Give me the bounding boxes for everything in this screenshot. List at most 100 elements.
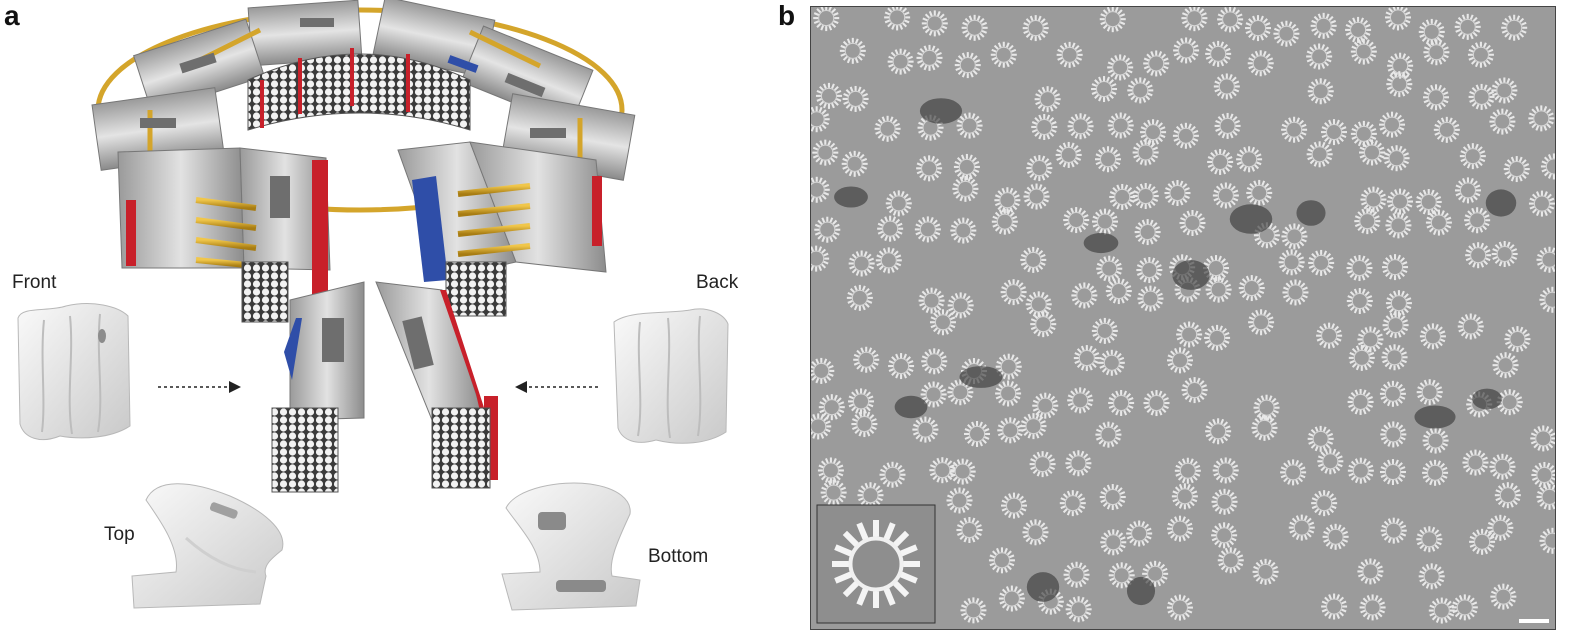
ring-particle [839, 37, 866, 64]
ring-particle [1179, 210, 1206, 237]
ring-particle [918, 287, 945, 314]
ring-particle [1288, 514, 1315, 541]
ring-particle [1095, 421, 1122, 448]
ring-particle [1000, 279, 1027, 306]
ring-particle [1379, 459, 1406, 486]
ring-particle [1252, 558, 1279, 585]
ring-particle [1504, 326, 1531, 353]
ring-particle [1489, 108, 1516, 135]
ring-particle [1278, 249, 1305, 276]
ring-particle [1032, 392, 1059, 419]
ring-particle [1359, 594, 1386, 621]
ring-particle [814, 216, 841, 243]
label-bottom: Bottom [648, 546, 709, 567]
ring-particle [1108, 562, 1135, 589]
ring-particle [813, 7, 840, 32]
ring-particle [1306, 141, 1333, 168]
ring-particle [1073, 345, 1100, 372]
ring-particle [1065, 596, 1092, 623]
ring-particle [929, 309, 956, 336]
ring-particle [1422, 459, 1449, 486]
ring-particle [1487, 514, 1514, 541]
ring-particle [811, 176, 830, 203]
ring-particle [817, 457, 844, 484]
ring-particle [1172, 122, 1199, 149]
ring-particle [1055, 141, 1082, 168]
density-map-front [17, 303, 131, 440]
ring-particle [1321, 119, 1348, 146]
ring-particle [1451, 594, 1478, 621]
ring-particle [1022, 519, 1049, 546]
ring-particle [1423, 84, 1450, 111]
ring-particle [1433, 116, 1460, 143]
ring-particle [1108, 389, 1135, 416]
ring-particle [1099, 484, 1126, 511]
ring-particle [851, 411, 878, 438]
ring-particle [1347, 457, 1374, 484]
ring-particle [1282, 279, 1309, 306]
ring-particle [912, 416, 939, 443]
ring-particle [1059, 490, 1086, 517]
ring-particle [1311, 490, 1338, 517]
ring-particle [1001, 492, 1028, 519]
ring-particle [1137, 285, 1164, 312]
ring-particle [1063, 561, 1090, 588]
ring-particle [1382, 254, 1409, 281]
ring-particle [1462, 449, 1489, 476]
particle-aggregate [1414, 405, 1456, 429]
ring-particle [1166, 515, 1193, 542]
ring-particle [877, 215, 904, 242]
ring-particle [1031, 113, 1058, 140]
ring-particle [1454, 13, 1481, 40]
ring-particle [1205, 418, 1232, 445]
ring-particle [954, 52, 981, 79]
ring-particle [1067, 113, 1094, 140]
ring-particle [841, 150, 868, 177]
ring-particle [1071, 282, 1098, 309]
ring-particle [1536, 246, 1555, 273]
ring-particle [1056, 41, 1083, 68]
ring-particle [1381, 344, 1408, 371]
ring-particle [1217, 547, 1244, 574]
ring-particle [916, 155, 943, 182]
ring-particle [1494, 482, 1521, 509]
ring-particle [1539, 527, 1555, 554]
ring-particle [1346, 255, 1373, 282]
ring-particle [920, 381, 947, 408]
ring-particle [848, 388, 875, 415]
ring-particle [1348, 344, 1375, 371]
particle-aggregate [1083, 232, 1119, 254]
particle-aggregate [894, 395, 928, 419]
ring-particle [1501, 14, 1528, 41]
ring-particle [1217, 7, 1244, 33]
ring-particle [1091, 317, 1118, 344]
ring-particle [1359, 139, 1386, 166]
ring-particle [1540, 153, 1555, 180]
ring-particle [994, 187, 1021, 214]
ring-particle [887, 48, 914, 75]
ring-particle [885, 190, 912, 217]
ring-particle [1308, 249, 1335, 276]
ring-particle [1357, 558, 1384, 585]
ring-particle [998, 585, 1025, 612]
ring-particle [1418, 563, 1445, 590]
ring-particle [1238, 275, 1265, 302]
ring-particle [995, 380, 1022, 407]
ring-particle [1383, 145, 1410, 172]
ring-particle [1419, 323, 1446, 350]
ring-particle [1065, 450, 1092, 477]
ring-particle [1425, 209, 1452, 236]
ring-particle [842, 85, 869, 112]
panel-b-letter: b [778, 0, 796, 31]
ring-particle [1207, 148, 1234, 175]
ring-particle [1236, 146, 1263, 173]
particle-aggregate [1026, 572, 1060, 602]
label-back: Back [696, 272, 739, 293]
ring-particle [1181, 377, 1208, 404]
ring-particle [1105, 278, 1132, 305]
ring-particle [1416, 379, 1443, 406]
ring-particle [811, 245, 830, 272]
ring-particle [1281, 223, 1308, 250]
ring-particle [950, 217, 977, 244]
particle-aggregate [959, 366, 1003, 388]
